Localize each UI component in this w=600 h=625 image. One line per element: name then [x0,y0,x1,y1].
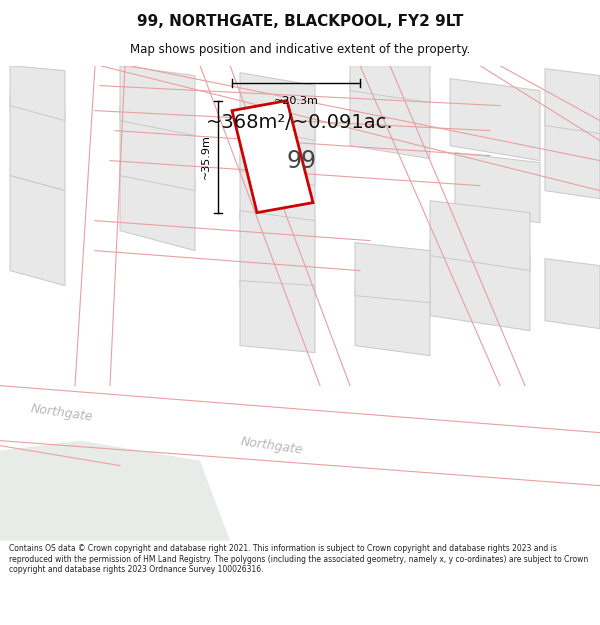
Polygon shape [430,242,530,331]
Polygon shape [350,66,430,102]
Polygon shape [545,69,600,134]
Polygon shape [120,66,195,136]
Polygon shape [355,242,430,302]
Polygon shape [240,156,315,236]
Polygon shape [240,211,315,296]
Text: ~368m²/~0.091ac.: ~368m²/~0.091ac. [206,113,394,132]
Text: 99, NORTHGATE, BLACKPOOL, FY2 9LT: 99, NORTHGATE, BLACKPOOL, FY2 9LT [137,14,463,29]
Polygon shape [10,96,65,191]
Polygon shape [240,72,315,141]
Polygon shape [350,79,430,159]
Polygon shape [240,281,315,352]
Polygon shape [240,111,315,186]
Polygon shape [10,66,65,121]
Polygon shape [450,79,540,161]
Polygon shape [545,112,600,199]
Polygon shape [355,287,430,356]
Text: Contains OS data © Crown copyright and database right 2021. This information is : Contains OS data © Crown copyright and d… [9,544,588,574]
Polygon shape [545,259,600,329]
Text: ~35.9m: ~35.9m [201,134,211,179]
Polygon shape [0,441,230,541]
Text: 99: 99 [287,149,317,173]
Polygon shape [232,101,313,212]
Text: ~20.3m: ~20.3m [274,96,319,106]
Text: Map shows position and indicative extent of the property.: Map shows position and indicative extent… [130,42,470,56]
Polygon shape [120,161,195,251]
Text: Northgate: Northgate [30,402,94,424]
Text: Northgate: Northgate [240,435,304,456]
Polygon shape [430,201,530,271]
Polygon shape [120,106,195,191]
Polygon shape [10,176,65,286]
Polygon shape [455,152,540,222]
